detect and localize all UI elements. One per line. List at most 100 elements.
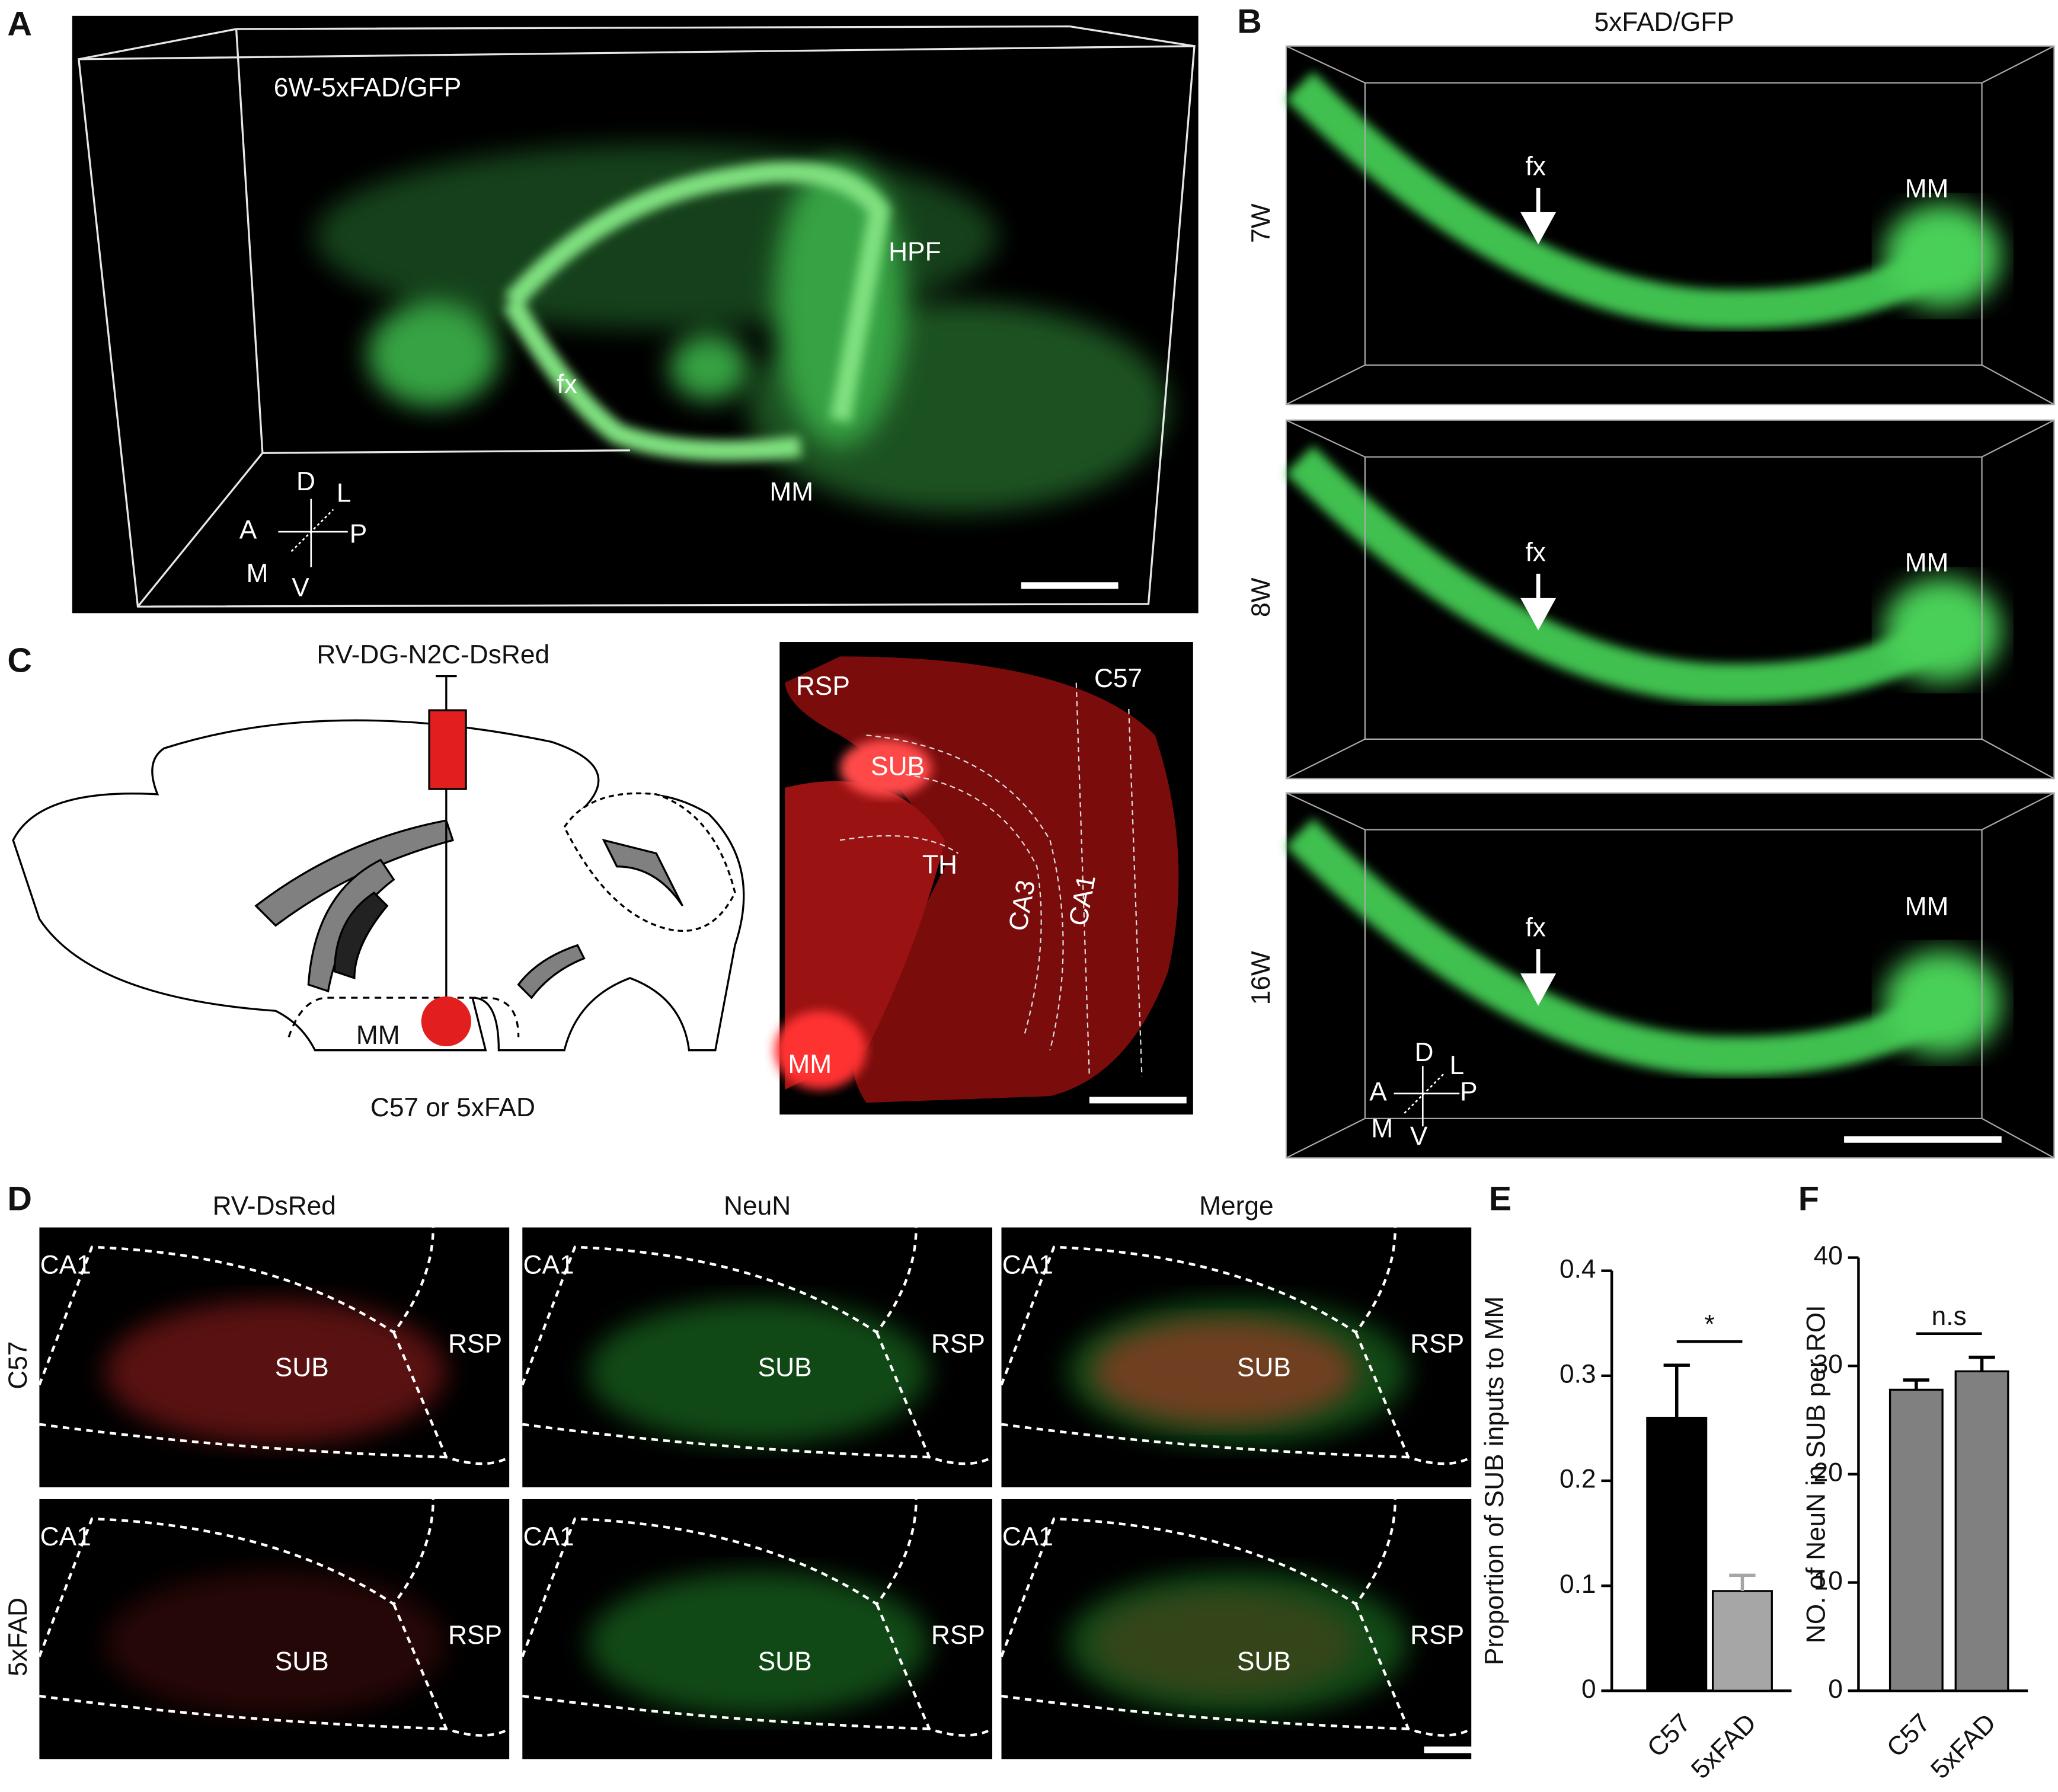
panel-b-images (1285, 45, 2055, 1159)
arrow (1520, 573, 1557, 631)
y-tick-label: 0.4 (1560, 1254, 1596, 1283)
x-tick-label: 5xFAD (1686, 1708, 1762, 1785)
virus-label: RV-DG-N2C-DsRed (317, 640, 549, 669)
y-tick-label: 30 (1814, 1350, 1843, 1379)
column-title: RV-DsRed (213, 1192, 336, 1221)
significance-label: n.s (1932, 1302, 1967, 1331)
region-outline (521, 1499, 993, 1737)
structure-label: MM (769, 478, 813, 507)
region-label: SUB (1237, 1353, 1291, 1382)
cell-cloud (105, 1571, 446, 1716)
section-label: C57 (1094, 664, 1142, 693)
bar (1888, 1388, 1944, 1692)
axis-direction: M (247, 559, 269, 588)
fiber-tract (1285, 818, 1955, 1076)
x-tick-label: C57 (1881, 1708, 1936, 1763)
panel-label: F (1798, 1180, 1819, 1218)
column-title: Merge (1199, 1192, 1273, 1221)
y-axis-label: NO. of NeuN in SUB per ROI (1801, 1305, 1830, 1644)
panel-label: D (7, 1180, 32, 1218)
frame (1286, 419, 2054, 780)
region-label: SUB (275, 1647, 329, 1676)
y-tick-label: 0.2 (1560, 1465, 1596, 1494)
structure-label: fx (1525, 152, 1545, 181)
row-label: 5xFAD (4, 1598, 33, 1676)
region-outline (521, 1227, 993, 1465)
axis-direction: P (350, 519, 368, 548)
cell-cloud (588, 1571, 929, 1716)
cell-cloud (1093, 1319, 1356, 1424)
region-label: CA1 (40, 1522, 91, 1551)
panel-label: A (7, 5, 32, 43)
y-tick-label: 0.3 (1560, 1360, 1596, 1389)
cell-cloud (105, 1299, 446, 1444)
error-bar (1968, 1355, 1995, 1372)
x-tick-label: C57 (1642, 1708, 1696, 1763)
frame (1286, 792, 2054, 1159)
panel-b-title: 5xFAD/GFP (1594, 8, 1734, 37)
row-label: C57 (4, 1341, 33, 1389)
y-tick-label: 20 (1814, 1458, 1843, 1487)
arrow (1520, 187, 1557, 245)
region-label: RSP (931, 1621, 985, 1650)
panel-label: C (7, 642, 32, 680)
structure-label: fx (1525, 538, 1545, 567)
frame (1286, 45, 2054, 405)
mm-blob (1883, 577, 2002, 683)
cell-cloud (588, 1299, 929, 1444)
row-label: 7W (1247, 203, 1276, 243)
region-label: RSP (1410, 1330, 1464, 1359)
region-label: SUB (275, 1353, 329, 1382)
structure-label: MM (1905, 548, 1949, 577)
axis-direction: A (1369, 1077, 1387, 1106)
bar (1954, 1370, 2009, 1692)
row-label: 16W (1247, 951, 1276, 1005)
arrow (1520, 949, 1557, 1006)
y-axis-label: Proportion of SUB inputs to MM (1480, 1296, 1509, 1665)
axis-direction: L (337, 479, 351, 508)
panel-a-image (72, 15, 1199, 614)
target-label: MM (356, 1021, 400, 1050)
panel-c-section (774, 642, 1193, 1115)
structure-label: fx (1525, 913, 1545, 943)
mm-blob (1883, 203, 2002, 309)
error-bar (1663, 1363, 1690, 1418)
panel-label: E (1489, 1180, 1511, 1218)
x-tick-label: 5xFAD (1925, 1708, 2002, 1785)
bar (1711, 1590, 1773, 1692)
section-label: TH (922, 850, 957, 879)
y-tick-label: 10 (1814, 1566, 1843, 1595)
region-label: CA1 (1002, 1522, 1053, 1551)
region-label: RSP (931, 1330, 985, 1359)
region-outline (1000, 1499, 1472, 1737)
fiber-tract (1285, 71, 1955, 329)
panel-c-schematic (12, 675, 745, 1052)
region-label: RSP (448, 1330, 502, 1359)
section-label: SUB (871, 752, 925, 781)
region-label: CA1 (1002, 1251, 1053, 1280)
row-label: 8W (1247, 577, 1276, 617)
section-label: MM (788, 1050, 832, 1079)
axis-direction: P (1460, 1077, 1478, 1106)
region-label: CA1 (523, 1522, 574, 1551)
strain-label: C57 or 5xFAD (370, 1093, 535, 1122)
region-label: RSP (1410, 1621, 1464, 1650)
axis-direction: V (292, 573, 309, 602)
axis-direction: A (239, 516, 257, 545)
significance-label: * (1704, 1309, 1714, 1339)
axis-direction: L (1450, 1051, 1465, 1080)
region-outline (1000, 1227, 1472, 1465)
structure-label: fx (557, 370, 577, 399)
region-label: SUB (758, 1647, 812, 1676)
bar (1646, 1417, 1708, 1692)
structure-label: MM (1905, 892, 1949, 921)
region-outline (38, 1227, 510, 1465)
structure-label: HPF (889, 237, 941, 266)
region-label: SUB (1237, 1647, 1291, 1676)
region-label: CA1 (523, 1251, 574, 1280)
y-tick-label: 0 (1828, 1675, 1843, 1704)
cell-cloud (1093, 1590, 1356, 1697)
mm-blob (1883, 950, 2002, 1056)
axis-direction: D (296, 467, 315, 496)
